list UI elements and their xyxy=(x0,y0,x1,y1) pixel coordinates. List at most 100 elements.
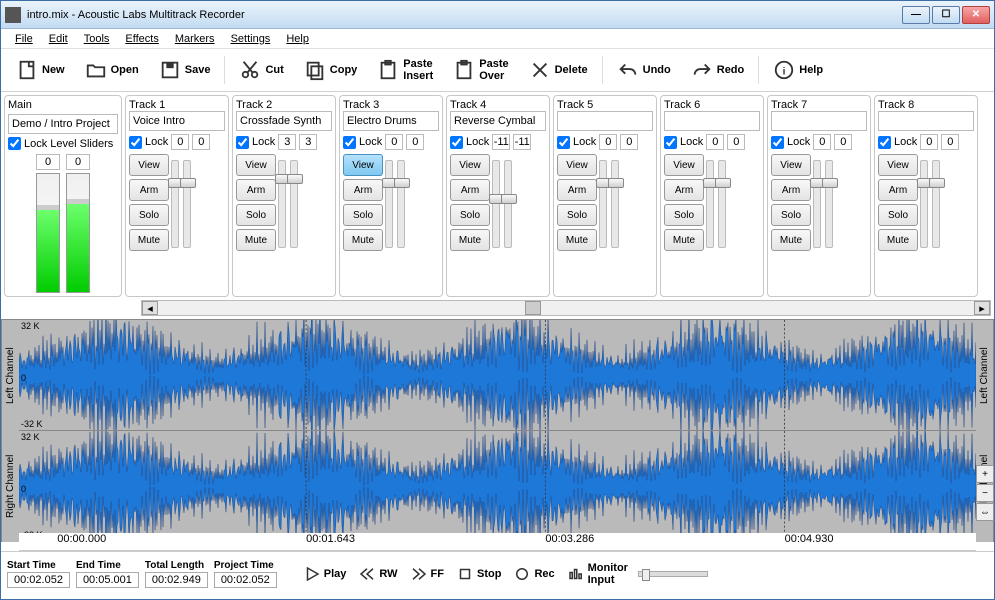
track-6-name-input[interactable] xyxy=(664,111,760,131)
menu-effects[interactable]: Effects xyxy=(117,31,166,47)
track-4-slider-r[interactable] xyxy=(504,160,512,248)
playback-slider[interactable] xyxy=(638,571,708,577)
zoom-in-button[interactable]: + xyxy=(976,465,994,483)
track-3-slider-r[interactable] xyxy=(397,160,405,248)
track-1-lock-check[interactable] xyxy=(129,136,142,149)
maximize-button[interactable]: ☐ xyxy=(932,6,960,24)
ff-button[interactable]: FF xyxy=(406,563,448,585)
scroll-thumb[interactable] xyxy=(525,301,541,315)
cut-button[interactable]: Cut xyxy=(230,54,292,86)
track-4-solo-button[interactable]: Solo xyxy=(450,204,490,226)
menu-markers[interactable]: Markers xyxy=(167,31,223,47)
track-6-arm-button[interactable]: Arm xyxy=(664,179,704,201)
track-8-slider-l[interactable] xyxy=(920,160,928,248)
zoom-fit-button[interactable]: ⇔ xyxy=(976,503,994,521)
track-4-arm-button[interactable]: Arm xyxy=(450,179,490,201)
open-button[interactable]: Open xyxy=(76,54,148,86)
track-6-slider-l[interactable] xyxy=(706,160,714,248)
project-name-input[interactable] xyxy=(8,114,118,134)
track-1-slider-r[interactable] xyxy=(183,160,191,248)
save-button[interactable]: Save xyxy=(150,54,220,86)
track-8-name-input[interactable] xyxy=(878,111,974,131)
undo-button[interactable]: Undo xyxy=(608,54,680,86)
help-button[interactable]: iHelp xyxy=(764,54,832,86)
track-7-solo-button[interactable]: Solo xyxy=(771,204,811,226)
zoom-out-button[interactable]: − xyxy=(976,484,994,502)
rw-button[interactable]: RW xyxy=(354,563,401,585)
track-6-view-button[interactable]: View xyxy=(664,154,704,176)
track-8-lock-check[interactable] xyxy=(878,136,891,149)
track-6-solo-button[interactable]: Solo xyxy=(664,204,704,226)
waveform-right[interactable]: 32 K 0 -32 K +−⇔ xyxy=(19,431,976,542)
track-7-view-button[interactable]: View xyxy=(771,154,811,176)
waveform-left[interactable]: 32 K 0 -32 K xyxy=(19,320,976,431)
menu-edit[interactable]: Edit xyxy=(41,31,76,47)
stop-button[interactable]: Stop xyxy=(452,563,505,585)
scroll-right-button[interactable]: ▸ xyxy=(974,301,990,315)
track-7-slider-l[interactable] xyxy=(813,160,821,248)
track-6-lock-check[interactable] xyxy=(664,136,677,149)
track-3-arm-button[interactable]: Arm xyxy=(343,179,383,201)
tracks-scrollbar[interactable]: ◂ ▸ xyxy=(141,300,991,316)
track-1-arm-button[interactable]: Arm xyxy=(129,179,169,201)
track-7-name-input[interactable] xyxy=(771,111,867,131)
lock-sliders-check[interactable] xyxy=(8,137,21,150)
track-8-solo-button[interactable]: Solo xyxy=(878,204,918,226)
track-7-slider-r[interactable] xyxy=(825,160,833,248)
menu-tools[interactable]: Tools xyxy=(76,31,118,47)
track-4-name-input[interactable] xyxy=(450,111,546,131)
track-5-mute-button[interactable]: Mute xyxy=(557,229,597,251)
track-5-solo-button[interactable]: Solo xyxy=(557,204,597,226)
track-7-arm-button[interactable]: Arm xyxy=(771,179,811,201)
track-5-view-button[interactable]: View xyxy=(557,154,597,176)
copy-button[interactable]: Copy xyxy=(295,54,367,86)
redo-button[interactable]: Redo xyxy=(682,54,754,86)
menu-file[interactable]: File xyxy=(7,31,41,47)
track-1-view-button[interactable]: View xyxy=(129,154,169,176)
track-5-slider-r[interactable] xyxy=(611,160,619,248)
track-5-lock-check[interactable] xyxy=(557,136,570,149)
track-1-mute-button[interactable]: Mute xyxy=(129,229,169,251)
track-6-mute-button[interactable]: Mute xyxy=(664,229,704,251)
track-2-mute-button[interactable]: Mute xyxy=(236,229,276,251)
close-button[interactable]: ✕ xyxy=(962,6,990,24)
minimize-button[interactable]: — xyxy=(902,6,930,24)
track-2-arm-button[interactable]: Arm xyxy=(236,179,276,201)
pasteover-button[interactable]: PasteOver xyxy=(444,53,517,87)
track-2-slider-l[interactable] xyxy=(278,160,286,248)
track-3-solo-button[interactable]: Solo xyxy=(343,204,383,226)
scroll-left-button[interactable]: ◂ xyxy=(142,301,158,315)
lock-sliders-checkbox[interactable]: Lock Level Sliders xyxy=(8,137,118,150)
track-3-name-input[interactable] xyxy=(343,111,439,131)
rec-button[interactable]: Rec xyxy=(509,563,558,585)
pasteins-button[interactable]: PasteInsert xyxy=(368,53,442,87)
track-5-arm-button[interactable]: Arm xyxy=(557,179,597,201)
track-4-lock-check[interactable] xyxy=(450,136,463,149)
menu-settings[interactable]: Settings xyxy=(223,31,279,47)
monitor-button[interactable]: MonitorInput xyxy=(563,560,632,588)
track-5-slider-l[interactable] xyxy=(599,160,607,248)
track-2-name-input[interactable] xyxy=(236,111,332,131)
track-4-mute-button[interactable]: Mute xyxy=(450,229,490,251)
track-5-name-input[interactable] xyxy=(557,111,653,131)
track-4-view-button[interactable]: View xyxy=(450,154,490,176)
track-8-mute-button[interactable]: Mute xyxy=(878,229,918,251)
track-3-slider-l[interactable] xyxy=(385,160,393,248)
track-2-slider-r[interactable] xyxy=(290,160,298,248)
track-2-solo-button[interactable]: Solo xyxy=(236,204,276,226)
menu-help[interactable]: Help xyxy=(278,31,317,47)
track-2-view-button[interactable]: View xyxy=(236,154,276,176)
track-3-view-button[interactable]: View xyxy=(343,154,383,176)
track-8-view-button[interactable]: View xyxy=(878,154,918,176)
new-button[interactable]: New xyxy=(7,54,74,86)
track-4-slider-l[interactable] xyxy=(492,160,500,248)
track-7-lock-check[interactable] xyxy=(771,136,784,149)
track-1-solo-button[interactable]: Solo xyxy=(129,204,169,226)
play-button[interactable]: Play xyxy=(299,563,351,585)
track-8-arm-button[interactable]: Arm xyxy=(878,179,918,201)
track-6-slider-r[interactable] xyxy=(718,160,726,248)
track-3-lock-check[interactable] xyxy=(343,136,356,149)
track-8-slider-r[interactable] xyxy=(932,160,940,248)
track-7-mute-button[interactable]: Mute xyxy=(771,229,811,251)
track-3-mute-button[interactable]: Mute xyxy=(343,229,383,251)
